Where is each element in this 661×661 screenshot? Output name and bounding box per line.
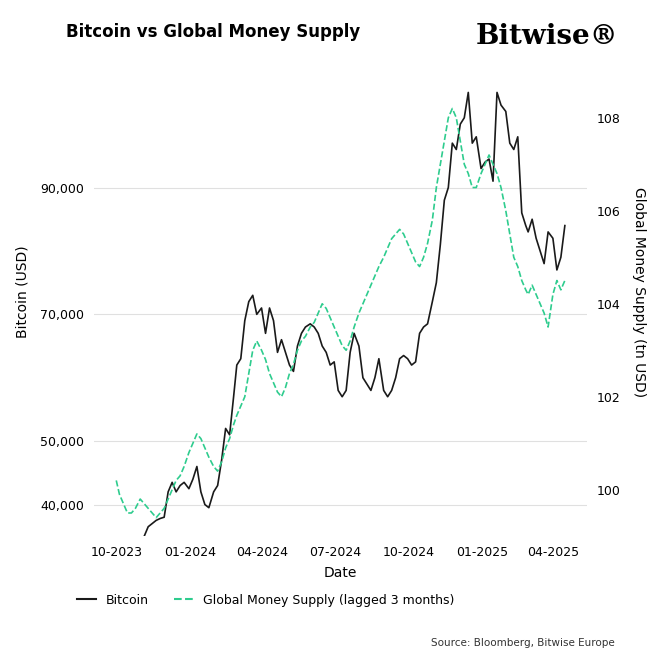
X-axis label: Date: Date: [324, 566, 357, 580]
Y-axis label: Bitcoin (USD): Bitcoin (USD): [15, 246, 29, 338]
Text: Bitwise®: Bitwise®: [476, 23, 619, 50]
Text: Bitcoin vs Global Money Supply: Bitcoin vs Global Money Supply: [66, 23, 360, 41]
Y-axis label: Global Money Supply (tn USD): Global Money Supply (tn USD): [632, 187, 646, 397]
Text: Source: Bloomberg, Bitwise Europe: Source: Bloomberg, Bitwise Europe: [431, 638, 615, 648]
Legend: Bitcoin, Global Money Supply (lagged 3 months): Bitcoin, Global Money Supply (lagged 3 m…: [72, 589, 459, 612]
